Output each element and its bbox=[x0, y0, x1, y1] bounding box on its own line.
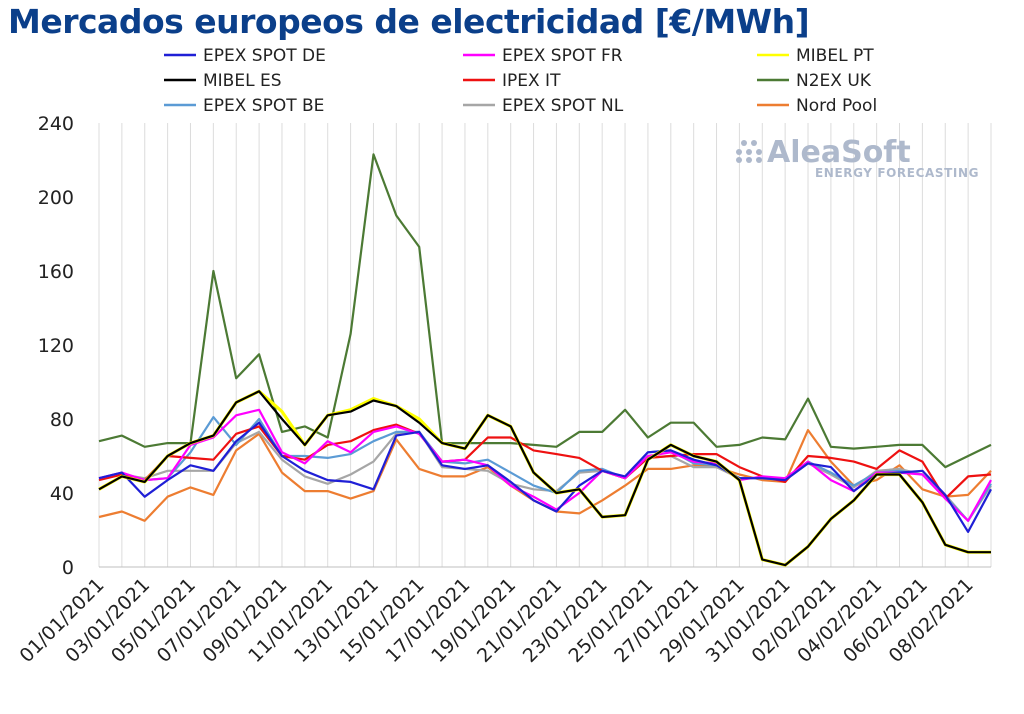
series-line-mibel-es bbox=[98, 390, 991, 567]
chart-title: Mercados europeos de electricidad [€/MWh… bbox=[8, 2, 810, 41]
legend-item: N2EX UK bbox=[757, 71, 872, 91]
y-tick-label: 240 bbox=[38, 113, 74, 135]
legend-label: EPEX SPOT NL bbox=[502, 96, 624, 116]
legend-item: Nord Pool bbox=[757, 96, 877, 116]
legend-label: IPEX IT bbox=[502, 71, 561, 91]
y-tick-label: 80 bbox=[50, 409, 74, 431]
legend-item: EPEX SPOT DE bbox=[164, 46, 326, 66]
y-tick-label: 200 bbox=[38, 187, 74, 209]
legend-item: EPEX SPOT NL bbox=[463, 96, 624, 116]
legend-label: N2EX UK bbox=[796, 71, 872, 91]
legend-label: EPEX SPOT DE bbox=[203, 46, 326, 66]
series-lines bbox=[98, 153, 992, 567]
legend-item: IPEX IT bbox=[463, 71, 561, 91]
legend-label: Nord Pool bbox=[796, 96, 877, 116]
legend-item: MIBEL ES bbox=[164, 71, 282, 91]
legend-item: EPEX SPOT BE bbox=[164, 96, 324, 116]
legend-label: EPEX SPOT FR bbox=[502, 46, 623, 66]
grid-lines bbox=[98, 123, 992, 567]
series-line-ipex-it bbox=[98, 423, 992, 500]
logo-dots-icon bbox=[736, 140, 762, 163]
aleasoft-logo: AleaSoft ENERGY FORECASTING bbox=[736, 135, 979, 180]
y-tick-label: 0 bbox=[62, 557, 74, 579]
legend-item: EPEX SPOT FR bbox=[463, 46, 623, 66]
series-line-epex-spot-fr bbox=[98, 408, 992, 522]
legend-label: MIBEL ES bbox=[203, 71, 282, 91]
logo-name: AleaSoft bbox=[767, 135, 911, 170]
legend-label: EPEX SPOT BE bbox=[203, 96, 324, 116]
legend: EPEX SPOT DE EPEX SPOT FR MIBEL PT MIBEL ES… bbox=[164, 46, 877, 116]
y-tick-label: 160 bbox=[38, 261, 74, 283]
y-tick-label: 120 bbox=[38, 335, 74, 357]
legend-label: MIBEL PT bbox=[796, 46, 874, 66]
y-tick-label: 40 bbox=[50, 483, 74, 505]
series-line-nord-pool bbox=[98, 429, 992, 522]
axes: 0408012016020024001/01/202103/01/202105/… bbox=[16, 113, 991, 667]
logo-tagline: ENERGY FORECASTING bbox=[815, 166, 979, 180]
series-line-epex-spot-de bbox=[98, 421, 992, 534]
legend-item: MIBEL PT bbox=[757, 46, 874, 66]
series-line-n2ex-uk bbox=[98, 153, 992, 469]
